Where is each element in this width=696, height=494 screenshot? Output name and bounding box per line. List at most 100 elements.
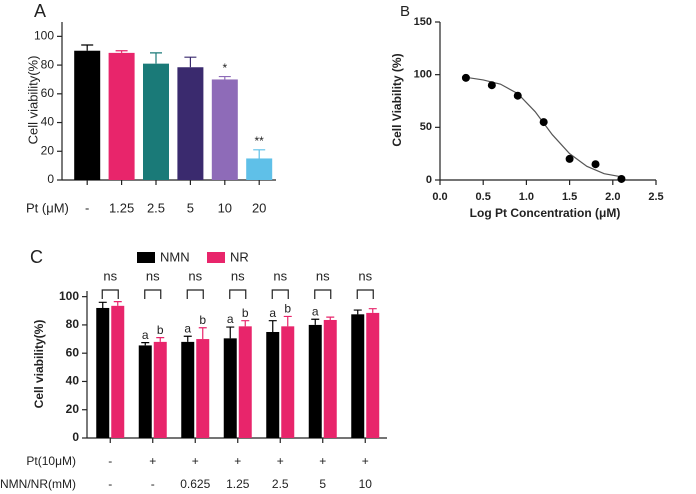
legend-swatch <box>207 252 225 263</box>
bracket <box>229 289 247 299</box>
row-value: - <box>151 477 155 491</box>
error-bar <box>113 301 122 306</box>
row-label: NMN/NR(mM) <box>0 477 76 491</box>
x-label: Pt (μM) <box>26 200 69 215</box>
x-tick-label: 1.0 <box>519 191 534 203</box>
bar <box>96 307 110 438</box>
group-letter: a <box>227 312 234 326</box>
bar <box>153 341 167 438</box>
bracket <box>186 289 204 299</box>
y-tick-label: 50 <box>420 121 432 133</box>
error-bar <box>81 44 94 51</box>
y-axis-label: Cell viability(%) <box>32 320 46 409</box>
error-bar <box>226 326 235 339</box>
y-axis-label: Cell viability(%) <box>25 56 40 145</box>
bar <box>223 338 237 438</box>
y-tick-label: 0 <box>426 174 432 186</box>
y-tick-label: 100 <box>34 29 54 43</box>
x-tick-label: 10 <box>218 200 232 215</box>
error-bar <box>183 335 192 342</box>
point <box>487 81 496 90</box>
y-axis-label: Cell Viability (%) <box>390 53 404 146</box>
y-tick-label: 60 <box>66 345 80 359</box>
row-value: 0.625 <box>180 477 210 491</box>
bracket <box>314 289 332 299</box>
group-letter: b <box>157 323 164 337</box>
group-letter: a <box>184 321 191 335</box>
x-tick-label: 20 <box>252 200 266 215</box>
y-tick-label: 100 <box>414 69 432 81</box>
bar <box>111 305 125 438</box>
legend-label: NMN <box>160 249 190 264</box>
bar <box>143 63 169 181</box>
significance: * <box>222 61 227 75</box>
error-bar <box>353 309 362 315</box>
point <box>565 154 574 163</box>
panel-label: A <box>34 1 46 21</box>
error-bar <box>218 75 231 80</box>
row-label: Pt(10μM) <box>26 454 76 468</box>
row-value: + <box>277 454 284 468</box>
error-bar <box>184 56 197 68</box>
bar <box>181 341 195 438</box>
group-letter: b <box>284 302 291 316</box>
x-tick-label: 0.5 <box>476 191 491 203</box>
y-tick-label: 0 <box>47 172 54 186</box>
x-tick-label: 1.5 <box>562 191 577 203</box>
x-tick-label: 5 <box>187 200 194 215</box>
panel-label: C <box>30 247 43 267</box>
x-tick-label: - <box>85 200 89 215</box>
error-bar <box>156 337 165 342</box>
y-tick-label: 40 <box>66 374 80 388</box>
significance: ns <box>231 268 245 283</box>
group-letter: b <box>242 306 249 320</box>
bar <box>138 345 152 438</box>
significance: ns <box>273 268 287 283</box>
bracket <box>144 289 162 299</box>
error-bar <box>241 320 250 327</box>
x-tick-label: 2.5 <box>147 200 165 215</box>
row-value: - <box>108 454 112 468</box>
x-tick-label: 2.0 <box>605 191 620 203</box>
error-bar <box>98 301 107 308</box>
bar <box>74 50 101 181</box>
point <box>461 73 470 82</box>
y-tick-label: 20 <box>41 143 55 157</box>
point <box>513 91 522 100</box>
row-value: 5 <box>319 477 326 491</box>
bar <box>366 312 380 438</box>
row-value: 1.25 <box>226 477 250 491</box>
significance: ** <box>255 134 265 148</box>
error-bar <box>326 316 335 320</box>
row-value: + <box>149 454 156 468</box>
significance: ns <box>358 268 372 283</box>
y-tick-label: 20 <box>66 402 80 416</box>
error-bar <box>198 327 207 340</box>
bar <box>238 326 252 438</box>
y-tick-label: 80 <box>41 57 55 71</box>
significance: ns <box>103 268 117 283</box>
error-bar <box>311 318 320 325</box>
bar <box>108 52 135 180</box>
y-tick-label: 100 <box>59 289 79 303</box>
y-tick-label: 60 <box>41 86 55 100</box>
bracket <box>356 289 374 299</box>
point <box>539 118 548 127</box>
error-bar <box>115 50 128 53</box>
group-letter: a <box>269 306 276 320</box>
x-tick-label: 0.0 <box>432 191 447 203</box>
bar <box>246 158 273 180</box>
x-tick-label: 2.5 <box>648 191 663 203</box>
bracket <box>271 289 289 299</box>
significance: ns <box>146 268 160 283</box>
row-value: + <box>319 454 326 468</box>
bar <box>196 339 210 438</box>
x-tick-label: 1.25 <box>109 200 134 215</box>
error-bar <box>150 52 162 64</box>
bar <box>211 79 238 180</box>
error-bar <box>368 308 377 313</box>
x-axis-label: Log Pt Concentration (μM) <box>470 206 621 220</box>
row-value: - <box>108 477 112 491</box>
